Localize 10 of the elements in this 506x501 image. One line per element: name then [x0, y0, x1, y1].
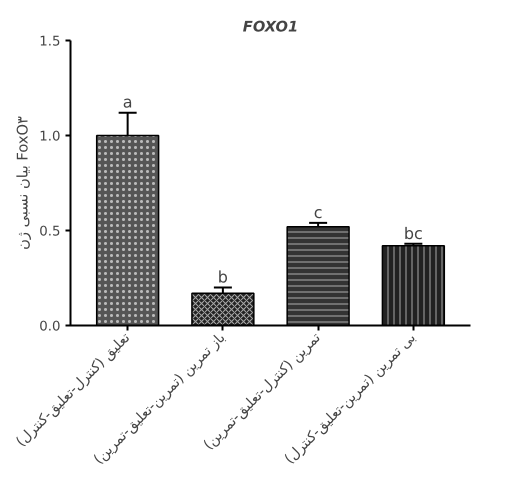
chart-title: FOXO1: [242, 18, 298, 36]
y-axis-title: بیان نسبی ژن FoxO۳: [14, 116, 32, 250]
y-tick-label: 0.5: [39, 224, 61, 240]
annotation: bc: [404, 224, 423, 243]
y-tick-label: 1.0: [39, 130, 61, 144]
annotation: b: [218, 268, 228, 286]
y-tick-label: 1.5: [39, 34, 61, 50]
annotation: a: [122, 92, 133, 112]
y-tick-label: 0.0: [39, 320, 61, 334]
annotation: c: [314, 202, 323, 222]
